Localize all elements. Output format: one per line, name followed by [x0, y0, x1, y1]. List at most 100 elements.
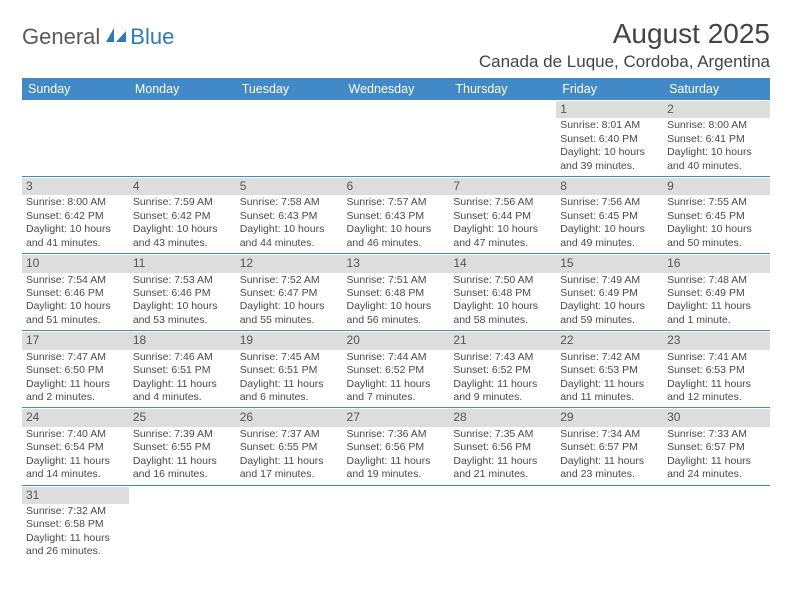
daylight-text: Daylight: 10 hours and 40 minutes.	[667, 146, 752, 171]
day-number: 15	[556, 255, 663, 272]
calendar-cell: 21Sunrise: 7:43 AMSunset: 6:52 PMDayligh…	[449, 331, 556, 408]
calendar-cell: 11Sunrise: 7:53 AMSunset: 6:46 PMDayligh…	[129, 254, 236, 331]
calendar-cell: 7Sunrise: 7:56 AMSunset: 6:44 PMDaylight…	[449, 177, 556, 254]
calendar-cell: 16Sunrise: 7:48 AMSunset: 6:49 PMDayligh…	[663, 254, 770, 331]
sunset-text: Sunset: 6:51 PM	[133, 364, 211, 376]
location-subtitle: Canada de Luque, Cordoba, Argentina	[479, 52, 770, 72]
calendar-cell: 2Sunrise: 8:00 AMSunset: 6:41 PMDaylight…	[663, 100, 770, 177]
page-header: GeneralBlue August 2025 Canada de Luque,…	[22, 18, 770, 72]
calendar-cell: 1Sunrise: 8:01 AMSunset: 6:40 PMDaylight…	[556, 100, 663, 177]
calendar-cell: 10Sunrise: 7:54 AMSunset: 6:46 PMDayligh…	[22, 254, 129, 331]
daylight-text: Daylight: 10 hours and 43 minutes.	[133, 223, 218, 248]
sunrise-text: Sunrise: 7:33 AM	[667, 428, 747, 440]
sunset-text: Sunset: 6:46 PM	[26, 287, 104, 299]
calendar-row: 24 Sunrise: 7:40 AMSunset: 6:54 PM Dayligh…	[22, 408, 770, 485]
sunset-text: Sunset: 6:45 PM	[667, 210, 745, 222]
day-number: 22	[556, 332, 663, 349]
calendar-cell: 18Sunrise: 7:46 AMSunset: 6:51 PMDayligh…	[129, 331, 236, 408]
sunset-text: Sunset: 6:44 PM	[453, 210, 531, 222]
daylight-text: Daylight: 11 hours and 7 minutes.	[347, 378, 431, 403]
calendar-cell: .	[129, 100, 236, 177]
calendar-cell: 5Sunrise: 7:58 AMSunset: 6:43 PMDaylight…	[236, 177, 343, 254]
calendar-cell: 30Sunrise: 7:33 AMSunset: 6:57 PMDayligh…	[663, 408, 770, 485]
daylight-text: Daylight: 11 hours and 9 minutes.	[453, 378, 537, 403]
calendar-cell: 17Sunrise: 7:47 AMSunset: 6:50 PMDayligh…	[22, 331, 129, 408]
month-title: August 2025	[479, 18, 770, 50]
sunrise-text: Sunrise: 7:41 AM	[667, 351, 747, 363]
daylight-text: Daylight: 11 hours and 6 minutes.	[240, 378, 324, 403]
daylight-text: Daylight: 11 hours and 2 minutes.	[26, 378, 110, 403]
sunset-text: Sunset: 6:40 PM	[560, 133, 638, 145]
sunset-text: Sunset: 6:41 PM	[667, 133, 745, 145]
sunset-text: Sunset: 6:52 PM	[347, 364, 425, 376]
sunrise-text: Sunrise: 7:39 AM	[133, 428, 213, 440]
day-number: 26	[236, 409, 343, 426]
calendar-cell: 31Sunrise: 7:32 AMSunset: 6:58 PMDayligh…	[22, 485, 129, 562]
sunset-text: Sunset: 6:57 PM	[667, 441, 745, 453]
sunset-text: Sunset: 6:56 PM	[453, 441, 531, 453]
logo-sails-icon	[104, 24, 128, 50]
day-number: 30	[663, 409, 770, 426]
day-header: Thursday	[449, 78, 556, 100]
daylight-text: Daylight: 11 hours and 11 minutes.	[560, 378, 644, 403]
sunset-text: Sunset: 6:52 PM	[453, 364, 531, 376]
day-number: 27	[343, 409, 450, 426]
day-number: 17	[22, 332, 129, 349]
day-number: 3	[22, 178, 129, 195]
calendar-table: Sunday Monday Tuesday Wednesday Thursday…	[22, 78, 770, 562]
calendar-cell: .	[343, 485, 450, 562]
sunrise-text: Sunrise: 7:52 AM	[240, 274, 320, 286]
calendar-cell: .	[236, 100, 343, 177]
sunset-text: Sunset: 6:55 PM	[133, 441, 211, 453]
calendar-row: 10Sunrise: 7:54 AMSunset: 6:46 PMDayligh…	[22, 254, 770, 331]
calendar-cell: 19Sunrise: 7:45 AMSunset: 6:51 PMDayligh…	[236, 331, 343, 408]
logo-text-blue: Blue	[130, 24, 174, 50]
daylight-text: Daylight: 10 hours and 47 minutes.	[453, 223, 538, 248]
day-number: 13	[343, 255, 450, 272]
day-number: 21	[449, 332, 556, 349]
day-number: 18	[129, 332, 236, 349]
daylight-text: Daylight: 10 hours and 39 minutes.	[560, 146, 645, 171]
calendar-cell: 4Sunrise: 7:59 AMSunset: 6:42 PMDaylight…	[129, 177, 236, 254]
day-number: 12	[236, 255, 343, 272]
daylight-text: Daylight: 10 hours and 51 minutes.	[26, 300, 111, 325]
daylight-text: Daylight: 11 hours and 26 minutes.	[26, 532, 110, 557]
sunset-text: Sunset: 6:42 PM	[26, 210, 104, 222]
calendar-cell: 27Sunrise: 7:36 AMSunset: 6:56 PMDayligh…	[343, 408, 450, 485]
sunrise-text: Sunrise: 7:40 AM	[26, 428, 106, 440]
sunrise-text: Sunrise: 7:51 AM	[347, 274, 427, 286]
sunset-text: Sunset: 6:45 PM	[560, 210, 638, 222]
day-header: Friday	[556, 78, 663, 100]
day-number: 10	[22, 255, 129, 272]
sunrise-text: Sunrise: 7:48 AM	[667, 274, 747, 286]
daylight-text: Daylight: 10 hours and 56 minutes.	[347, 300, 432, 325]
sunrise-text: Sunrise: 8:01 AM	[560, 119, 640, 131]
day-number: 24	[22, 409, 129, 426]
calendar-cell: 24Sunrise: 7:40 AMSunset: 6:54 PMDayligh…	[22, 408, 129, 485]
daylight-text: Daylight: 11 hours and 4 minutes.	[133, 378, 217, 403]
day-number: 29	[556, 409, 663, 426]
calendar-row: 31Sunrise: 7:32 AMSunset: 6:58 PMDayligh…	[22, 485, 770, 562]
daylight-text: Daylight: 11 hours and 21 minutes.	[453, 455, 537, 480]
daylight-text: Daylight: 11 hours and 12 minutes.	[667, 378, 751, 403]
calendar-cell: 28Sunrise: 7:35 AMSunset: 6:56 PMDayligh…	[449, 408, 556, 485]
sunset-text: Sunset: 6:48 PM	[347, 287, 425, 299]
sunset-text: Sunset: 6:53 PM	[560, 364, 638, 376]
daylight-text: Daylight: 10 hours and 49 minutes.	[560, 223, 645, 248]
sunrise-text: Sunrise: 7:37 AM	[240, 428, 320, 440]
calendar-cell: .	[129, 485, 236, 562]
daylight-text: Daylight: 10 hours and 55 minutes.	[240, 300, 325, 325]
sunrise-text: Sunrise: 7:53 AM	[133, 274, 213, 286]
sunset-text: Sunset: 6:54 PM	[26, 441, 104, 453]
sunset-text: Sunset: 6:49 PM	[560, 287, 638, 299]
sunset-text: Sunset: 6:58 PM	[26, 518, 104, 530]
day-number: 9	[663, 178, 770, 195]
calendar-cell: 3Sunrise: 8:00 AMSunset: 6:42 PMDaylight…	[22, 177, 129, 254]
calendar-cell: 6Sunrise: 7:57 AMSunset: 6:43 PMDaylight…	[343, 177, 450, 254]
calendar-cell: 22Sunrise: 7:42 AMSunset: 6:53 PMDayligh…	[556, 331, 663, 408]
calendar-row: .....1Sunrise: 8:01 AMSunset: 6:40 PMDay…	[22, 100, 770, 177]
day-number: 31	[22, 487, 129, 504]
calendar-cell: 14Sunrise: 7:50 AMSunset: 6:48 PMDayligh…	[449, 254, 556, 331]
sunset-text: Sunset: 6:49 PM	[667, 287, 745, 299]
calendar-row: 3Sunrise: 8:00 AMSunset: 6:42 PMDaylight…	[22, 177, 770, 254]
